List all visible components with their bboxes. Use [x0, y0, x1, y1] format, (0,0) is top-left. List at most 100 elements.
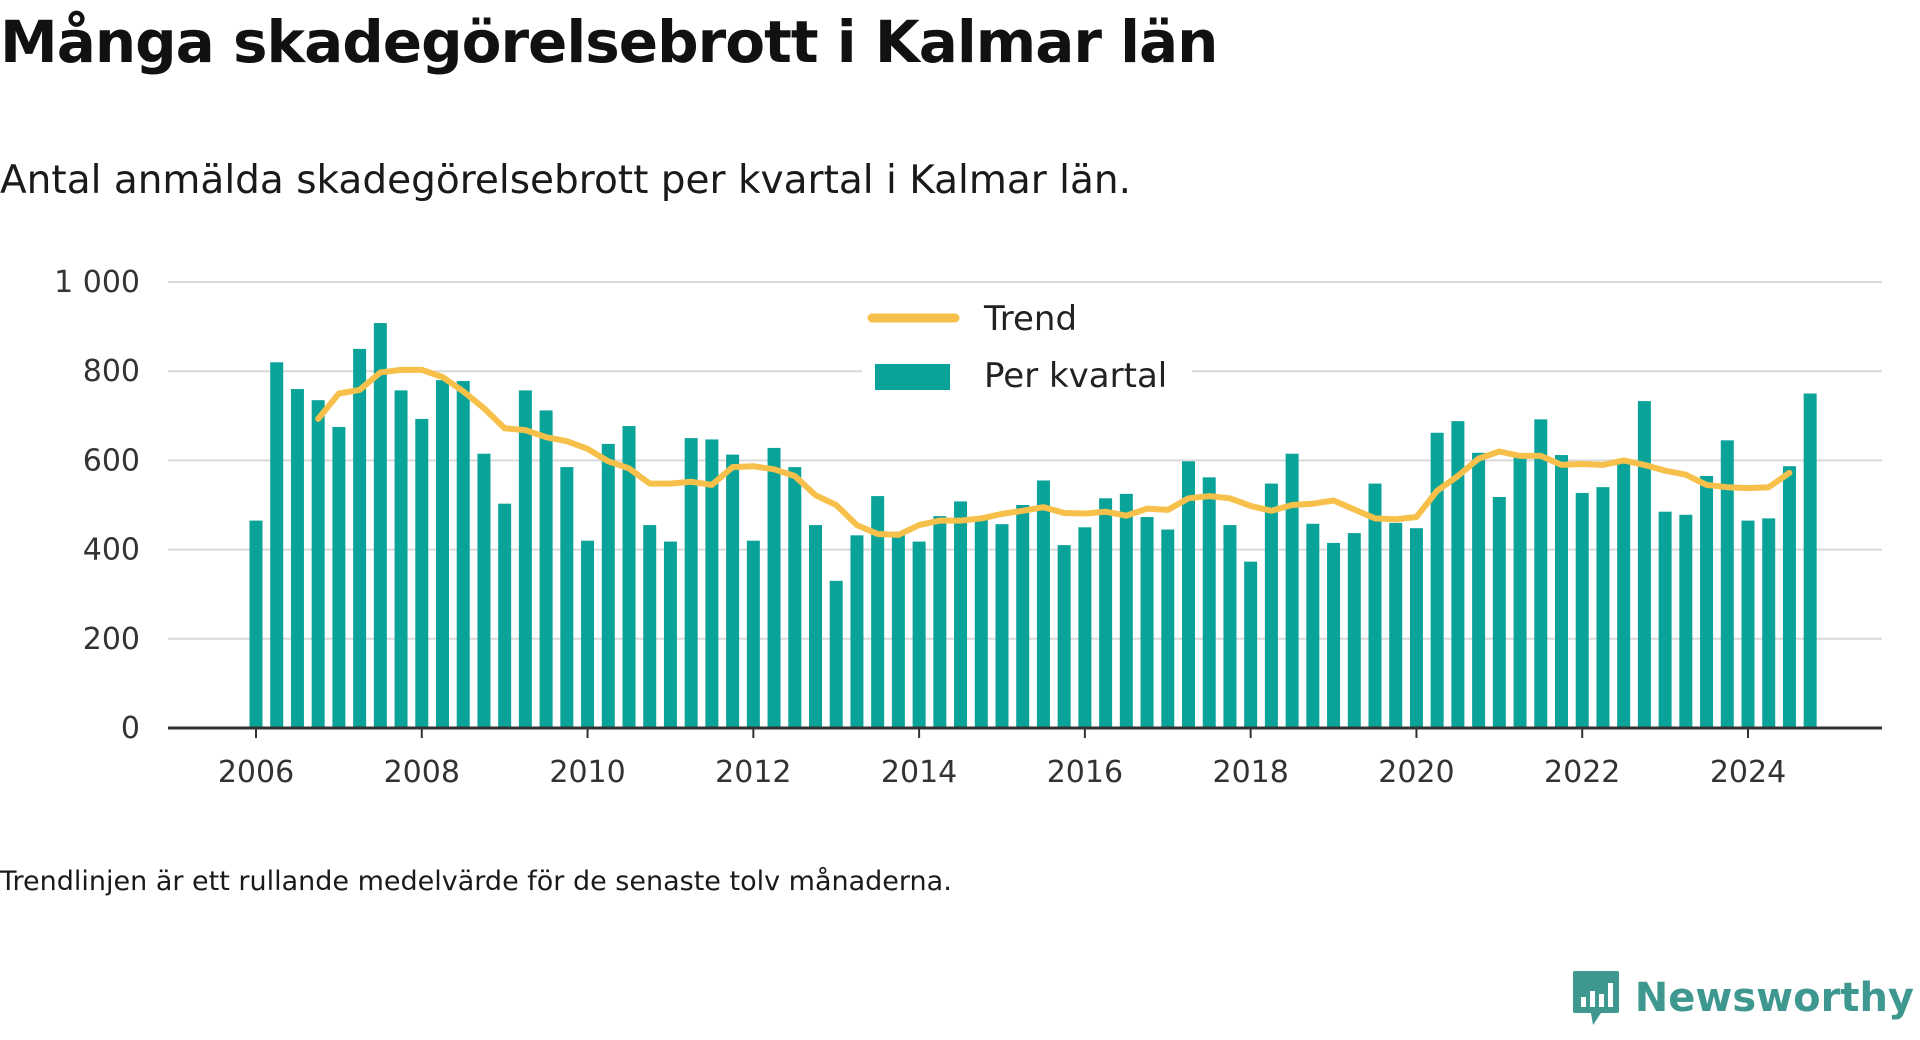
- legend-bar-swatch: [875, 364, 950, 390]
- legend: Trend Per kvartal: [862, 290, 1192, 396]
- bar-2015Q1: [995, 524, 1009, 728]
- x-tick-label: 2012: [715, 755, 791, 790]
- y-tick-label: 0: [121, 711, 140, 746]
- bar-2013Q2: [850, 535, 864, 728]
- bar-2006Q2: [270, 362, 284, 728]
- bar-2006Q1: [249, 520, 263, 728]
- bar-2020Q1: [1409, 528, 1423, 728]
- brand-name: Newsworthy: [1634, 975, 1914, 1021]
- x-tick-label: 2014: [881, 755, 957, 790]
- bar-2023Q3: [1700, 476, 1714, 728]
- bar-2021Q1: [1492, 496, 1506, 728]
- bar-2012Q3: [788, 467, 802, 728]
- bar-2017Q2: [1182, 461, 1195, 728]
- trend-line: [315, 366, 1793, 538]
- legend-trend-label: Trend: [983, 299, 1077, 339]
- x-tick-label: 2008: [384, 755, 460, 790]
- bar-2020Q3: [1451, 421, 1465, 728]
- bar-2007Q1: [332, 426, 346, 728]
- bar-2010Q3: [622, 426, 636, 728]
- bar-2018Q2: [1264, 483, 1278, 728]
- bar-2010Q2: [601, 443, 615, 728]
- bar-2019Q3: [1368, 483, 1382, 728]
- bar-2012Q2: [767, 447, 781, 728]
- x-tick-label: 2022: [1544, 755, 1620, 790]
- bar-2022Q2: [1596, 487, 1610, 728]
- bar-2012Q1: [746, 540, 760, 728]
- bar-2017Q1: [1161, 529, 1175, 728]
- bar-2011Q2: [684, 438, 698, 728]
- bar-2009Q1: [498, 503, 512, 728]
- bar-2011Q3: [705, 439, 719, 728]
- bar-series-per-kvartal: [249, 323, 1817, 728]
- bar-2008Q4: [477, 453, 491, 728]
- bar-2008Q2: [436, 380, 449, 728]
- bar-2016Q3: [1119, 493, 1133, 728]
- y-tick-label: 200: [83, 622, 140, 657]
- bar-2006Q3: [290, 389, 304, 728]
- bar-2024Q2: [1762, 518, 1776, 728]
- bar-2008Q1: [415, 418, 429, 728]
- x-tick-label: 2020: [1378, 755, 1454, 790]
- x-axis: 2006 2008 2010 2012 2014 2016 2018 2020 2022 2024: [168, 726, 1882, 790]
- footnote: Trendlinjen är ett rullande medelvärde f…: [0, 866, 952, 897]
- x-tick-label: 2006: [218, 755, 294, 790]
- bar-2009Q3: [539, 410, 553, 728]
- bar-2019Q1: [1327, 542, 1341, 728]
- bar-2012Q4: [809, 525, 822, 728]
- bar-2016Q4: [1140, 517, 1154, 728]
- bar-2010Q1: [581, 540, 595, 728]
- x-tick-label: 2018: [1212, 755, 1288, 790]
- bar-2018Q3: [1285, 453, 1299, 728]
- brand: Newsworthy: [1571, 968, 1914, 1028]
- bar-2021Q2: [1513, 456, 1527, 728]
- bar-2008Q3: [456, 381, 470, 728]
- bar-2018Q4: [1306, 523, 1320, 728]
- bar-2020Q2: [1430, 432, 1444, 728]
- bar-2022Q1: [1575, 492, 1589, 728]
- bar-2021Q3: [1534, 419, 1548, 728]
- bar-2011Q4: [726, 454, 740, 728]
- bar-2017Q4: [1223, 525, 1237, 728]
- bar-2023Q2: [1679, 514, 1693, 728]
- bar-2011Q1: [663, 541, 677, 728]
- bar-2014Q2: [933, 516, 947, 728]
- y-tick-label: 800: [83, 354, 140, 389]
- bar-2007Q4: [394, 390, 408, 728]
- bar-2014Q3: [954, 501, 968, 728]
- bar-2017Q3: [1202, 477, 1216, 728]
- bar-2015Q4: [1057, 545, 1071, 728]
- bar-2022Q3: [1617, 462, 1631, 728]
- x-tick-label: 2016: [1047, 755, 1123, 790]
- x-tick-label: 2024: [1710, 755, 1786, 790]
- bar-2007Q2: [353, 348, 367, 728]
- y-axis-ticks: 0 200 400 600 800 1 000: [54, 265, 140, 746]
- newsworthy-logo-icon: [1572, 971, 1619, 1025]
- chart-title: Många skadegörelsebrott i Kalmar län: [0, 8, 1218, 76]
- bar-2019Q2: [1347, 533, 1361, 728]
- line-series-trend: [315, 366, 1793, 538]
- bar-2018Q1: [1244, 561, 1258, 728]
- bar-2010Q4: [643, 525, 657, 728]
- bar-undefined: [1803, 393, 1817, 728]
- y-tick-label: 400: [83, 533, 140, 568]
- bar-2007Q3: [373, 323, 387, 728]
- bar-2013Q1: [829, 580, 843, 728]
- bar-2020Q4: [1472, 452, 1486, 728]
- bar-2024Q3: [1782, 466, 1796, 728]
- bar-2022Q4: [1637, 401, 1651, 728]
- bar-2021Q4: [1555, 455, 1568, 728]
- legend-bar-label: Per kvartal: [984, 356, 1167, 396]
- bar-2014Q1: [912, 541, 926, 728]
- bar-2023Q1: [1658, 511, 1672, 728]
- bar-2006Q4: [311, 400, 325, 728]
- bar-2023Q4: [1720, 440, 1734, 728]
- bar-2014Q4: [974, 518, 988, 728]
- bar-2009Q2: [518, 390, 532, 728]
- chart-subtitle: Antal anmälda skadegörelsebrott per kvar…: [0, 158, 1132, 203]
- bar-2013Q4: [891, 531, 905, 728]
- bar-2013Q3: [871, 496, 885, 728]
- bar-2019Q4: [1389, 522, 1403, 728]
- bar-2015Q2: [1016, 505, 1030, 728]
